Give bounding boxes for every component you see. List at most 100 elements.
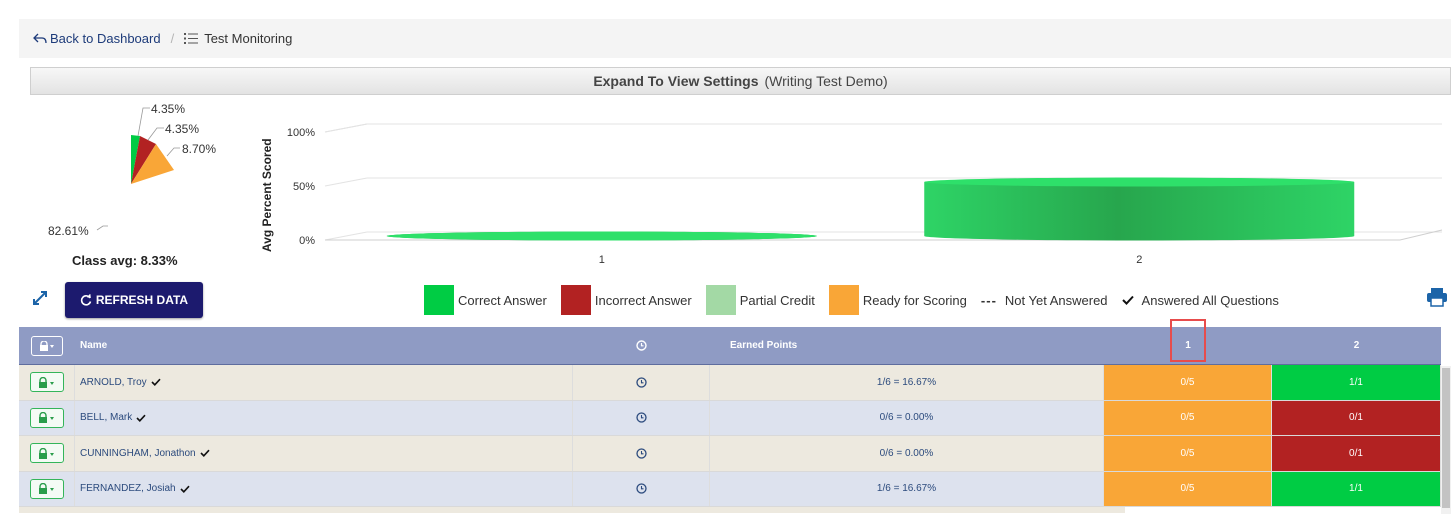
pie-label-correct: 4.35% bbox=[151, 102, 186, 116]
student-lock-button[interactable] bbox=[29, 372, 64, 393]
unlock-icon bbox=[38, 412, 54, 424]
y-tick-label: 0% bbox=[299, 235, 315, 247]
legend-swatch-partial bbox=[705, 285, 736, 315]
scrollbar-thumb[interactable] bbox=[1442, 368, 1450, 508]
student-lock-button[interactable] bbox=[29, 443, 64, 464]
unlock-icon bbox=[38, 447, 54, 459]
earned-points-cell: 0/6 = 0.00% bbox=[710, 400, 1104, 435]
checkmark-icon bbox=[1121, 295, 1134, 305]
bar-top bbox=[924, 177, 1355, 187]
monitoring-table: Name Earned Points 1 2 ARNOLD, Troy 1/6 … bbox=[19, 327, 1441, 513]
legend-correct: Correct Answer bbox=[424, 285, 547, 315]
row-lock-cell bbox=[19, 436, 75, 471]
student-name-cell: CUNNINGHAM, Jonathon bbox=[75, 436, 573, 471]
student-name[interactable]: ARNOLD, Troy bbox=[80, 376, 147, 388]
student-name[interactable]: CUNNINGHAM, Jonathon bbox=[80, 447, 196, 459]
question-1-cell[interactable]: 0/5 bbox=[1104, 365, 1272, 400]
bar-body bbox=[924, 182, 1355, 241]
unlock-icon bbox=[38, 483, 54, 495]
student-lock-button[interactable] bbox=[29, 478, 64, 499]
refresh-data-label: REFRESH DATA bbox=[95, 293, 189, 307]
header-name[interactable]: Name bbox=[80, 340, 108, 351]
question-1-cell[interactable]: 0/5 bbox=[1104, 436, 1272, 471]
checkmark-icon bbox=[136, 414, 146, 422]
gridline-depth bbox=[324, 177, 368, 187]
student-name[interactable]: FERNANDEZ, Josiah bbox=[80, 483, 176, 495]
pie-slice-incorrect bbox=[131, 136, 156, 184]
table-row: FERNANDEZ, Josiah 1/6 = 16.67% 0/5 1/1 bbox=[19, 471, 1441, 507]
legend-label-correct: Correct Answer bbox=[458, 292, 547, 308]
question-1-cell[interactable]: 0/5 bbox=[1104, 400, 1272, 435]
y-tick-label: 100% bbox=[287, 127, 315, 139]
legend-partial: Partial Credit bbox=[705, 285, 815, 315]
time-cell[interactable] bbox=[573, 400, 710, 435]
legend-swatch-incorrect bbox=[560, 285, 591, 315]
class-average: Class avg: 8.33% bbox=[72, 253, 178, 268]
pie-label-ready: 8.70% bbox=[182, 142, 217, 156]
tools-row: REFRESH DATA Correct Answer Incorrect An… bbox=[0, 280, 1451, 320]
time-cell[interactable] bbox=[573, 365, 710, 400]
score-pie-chart: 4.35% 4.35% 8.70% 82.61% bbox=[40, 100, 220, 275]
x-tick-label: 2 bbox=[1136, 254, 1142, 266]
table-header: Name Earned Points 1 2 bbox=[19, 327, 1441, 365]
clock-icon bbox=[635, 483, 647, 494]
legend-swatch-ready bbox=[828, 285, 859, 315]
bar-2 bbox=[924, 177, 1355, 241]
student-name-cell: ARNOLD, Troy bbox=[75, 365, 573, 400]
expand-settings-bar[interactable]: Expand To View Settings (Writing Test De… bbox=[30, 67, 1451, 95]
pie-slice-correct bbox=[131, 135, 140, 184]
legend-label-incorrect: Incorrect Answer bbox=[594, 292, 692, 308]
bar-1 bbox=[386, 231, 817, 241]
test-name-label: (Writing Test Demo) bbox=[764, 73, 888, 89]
expand-settings-label: Expand To View Settings bbox=[593, 73, 759, 89]
expand-icon[interactable] bbox=[32, 290, 48, 311]
y-axis-title: Avg Percent Scored bbox=[260, 138, 274, 252]
question-2-cell[interactable]: 1/1 bbox=[1272, 365, 1441, 400]
time-cell[interactable] bbox=[573, 436, 710, 471]
unlock-icon bbox=[38, 376, 54, 388]
time-cell[interactable] bbox=[573, 471, 710, 506]
pie-label-incorrect: 4.35% bbox=[165, 122, 200, 136]
legend-ready: Ready for Scoring bbox=[828, 285, 967, 315]
question-1-cell[interactable]: 0/5 bbox=[1104, 471, 1272, 506]
header-earned-points[interactable]: Earned Points bbox=[730, 340, 798, 351]
row-lock-cell bbox=[19, 471, 75, 506]
lock-all-button[interactable] bbox=[31, 335, 63, 356]
table-row: BELL, Mark 0/6 = 0.00% 0/5 0/1 bbox=[19, 400, 1441, 436]
breadcrumb-separator: / bbox=[170, 31, 175, 46]
chart-back-wall bbox=[324, 123, 1442, 133]
student-lock-button[interactable] bbox=[29, 407, 64, 428]
checkmark-icon bbox=[151, 378, 161, 387]
clock-icon bbox=[635, 377, 647, 388]
gridline-depth bbox=[324, 231, 368, 241]
question-2-cell[interactable]: 1/1 bbox=[1272, 471, 1441, 506]
breadcrumb-current-label: Test Monitoring bbox=[204, 31, 293, 46]
checkmark-icon bbox=[180, 485, 190, 493]
breadcrumb: Back to Dashboard / Test Monitoring bbox=[19, 19, 1451, 58]
question-2-cell[interactable]: 0/1 bbox=[1272, 400, 1441, 435]
legend-label-answered-all: Answered All Questions bbox=[1141, 292, 1279, 308]
legend-dash-marker: --- bbox=[980, 292, 997, 308]
table-scrollbar[interactable] bbox=[1441, 366, 1451, 514]
header-lock-cell bbox=[19, 327, 75, 364]
y-tick-label: 50% bbox=[293, 181, 315, 193]
print-icon[interactable] bbox=[1426, 287, 1448, 312]
legend-label-ready: Ready for Scoring bbox=[862, 292, 967, 308]
student-name-cell: FERNANDEZ, Josiah bbox=[75, 471, 573, 506]
refresh-data-button[interactable]: REFRESH DATA bbox=[65, 282, 203, 318]
refresh-icon bbox=[80, 294, 92, 306]
student-name[interactable]: BELL, Mark bbox=[80, 412, 133, 424]
legend-label-not-answered: Not Yet Answered bbox=[1004, 292, 1108, 308]
list-icon bbox=[184, 33, 199, 44]
question-2-cell[interactable]: 0/1 bbox=[1272, 436, 1441, 471]
earned-points-cell: 0/6 = 0.00% bbox=[710, 436, 1104, 471]
header-question-1[interactable]: 1 bbox=[1185, 340, 1191, 351]
legend-swatch-correct bbox=[424, 285, 454, 315]
status-legend: Correct Answer Incorrect Answer Partial … bbox=[424, 284, 1293, 316]
table-row: CUNNINGHAM, Jonathon 0/6 = 0.00% 0/5 0/1 bbox=[19, 436, 1441, 472]
header-question-2[interactable]: 2 bbox=[1353, 340, 1360, 351]
back-to-dashboard-link[interactable]: Back to Dashboard bbox=[33, 31, 161, 46]
legend-incorrect: Incorrect Answer bbox=[560, 285, 692, 315]
checkmark-icon bbox=[200, 449, 210, 458]
question-1-highlight bbox=[1170, 319, 1206, 362]
